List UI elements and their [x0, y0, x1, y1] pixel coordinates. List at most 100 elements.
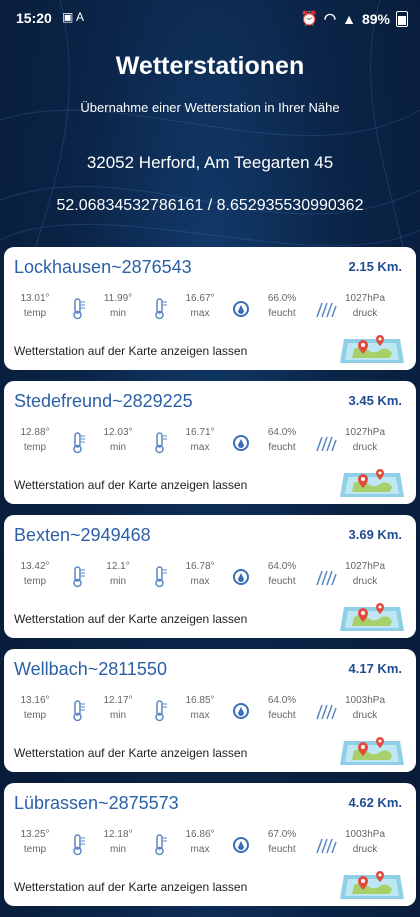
map-icon[interactable]: [338, 727, 406, 767]
station-metrics: 12.88° temp 12.03° min 16.71° max 64.0% feuc…: [12, 425, 412, 461]
temp-value: 12.88°: [20, 427, 50, 438]
humidity-value: 64.0%: [267, 695, 297, 706]
page-subtitle: Übernahme einer Wetterstation in Ihrer N…: [80, 100, 340, 115]
status-right: ⏰ ◠ ▲ 89%: [300, 10, 408, 27]
temp-value: 13.16°: [20, 695, 50, 706]
pressure-value: 1027hPa: [344, 293, 386, 304]
station-name[interactable]: Wellbach~2811550: [14, 659, 167, 679]
temp-value: 13.25°: [20, 829, 50, 840]
humidity-metric: 67.0% feucht: [259, 827, 305, 857]
max-label: max: [190, 710, 210, 721]
min-label: min: [109, 308, 127, 319]
station-name[interactable]: Lockhausen~2876543: [14, 257, 192, 277]
min-metric: 11.99° min: [95, 291, 141, 321]
station-card[interactable]: Lockhausen~2876543 2.15 Km. 13.01° temp 1…: [4, 247, 416, 370]
station-card[interactable]: Bexten~2949468 3.69 Km. 13.42° temp 12.1°…: [4, 515, 416, 638]
map-icon[interactable]: [338, 459, 406, 499]
min-metric: 12.03° min: [95, 425, 141, 455]
min-value: 12.1°: [106, 561, 130, 572]
map-icon[interactable]: [338, 325, 406, 365]
temp-label: temp: [23, 308, 47, 319]
station-distance: 4.62 Km.: [348, 795, 402, 810]
max-label: max: [190, 442, 210, 453]
gallery-icon: ▣: [62, 10, 74, 24]
thermometer-icon: [73, 432, 85, 454]
pressure-label: druck: [352, 576, 378, 587]
thermometer-min-icon: [155, 700, 167, 722]
wind-pressure-icon: [316, 570, 337, 586]
station-card[interactable]: Stedefreund~2829225 3.45 Km. 12.88° temp …: [4, 381, 416, 504]
map-icon[interactable]: [338, 593, 406, 633]
humidity-value: 64.0%: [267, 561, 297, 572]
station-distance: 3.69 Km.: [348, 527, 402, 542]
thermometer-icon: [73, 566, 85, 588]
temp-label: temp: [23, 576, 47, 587]
temp-metric: 13.01° temp: [12, 291, 58, 321]
map-icon[interactable]: [338, 861, 406, 901]
thermometer-min-icon: [155, 432, 167, 454]
station-metrics: 13.16° temp 12.17° min 16.85° max 64.0% feuc…: [12, 693, 412, 729]
wind-pressure-icon: [316, 838, 337, 854]
pressure-value: 1027hPa: [344, 561, 386, 572]
station-name[interactable]: Stedefreund~2829225: [14, 391, 193, 411]
humidity-label: feucht: [268, 442, 296, 453]
thermometer-icon: [73, 834, 85, 856]
station-metrics: 13.01° temp 11.99° min 16.67° max 66.0% feuc…: [12, 291, 412, 327]
show-on-map-link[interactable]: Wetterstation auf der Karte anzeigen las…: [14, 344, 248, 358]
station-card[interactable]: Lübrassen~2875573 4.62 Km. 13.25° temp 12…: [4, 783, 416, 906]
thermometer-icon: [73, 298, 85, 320]
temp-value: 13.01°: [20, 293, 50, 304]
page-title: Wetterstationen: [115, 52, 305, 80]
max-value: 16.78°: [185, 561, 215, 572]
humidity-gauge-icon: [233, 569, 249, 585]
min-metric: 12.1° min: [95, 559, 141, 589]
temp-metric: 13.25° temp: [12, 827, 58, 857]
station-name[interactable]: Lübrassen~2875573: [14, 793, 179, 813]
signal-icon: ▲: [342, 10, 356, 27]
humidity-value: 66.0%: [267, 293, 297, 304]
humidity-metric: 64.0% feucht: [259, 425, 305, 455]
temp-label: temp: [23, 442, 47, 453]
location-coordinates: 52.06834532786161 / 8.652935530990362: [56, 197, 364, 214]
max-metric: 16.67° max: [177, 291, 223, 321]
humidity-metric: 66.0% feucht: [259, 291, 305, 321]
humidity-label: feucht: [268, 576, 296, 587]
thermometer-icon: [73, 700, 85, 722]
max-metric: 16.78° max: [177, 559, 223, 589]
show-on-map-link[interactable]: Wetterstation auf der Karte anzeigen las…: [14, 612, 248, 626]
status-bar: 15:20 ▣ A ⏰ ◠ ▲ 89%: [0, 0, 420, 36]
station-card[interactable]: Wellbach~2811550 4.17 Km. 13.16° temp 12.…: [4, 649, 416, 772]
humidity-value: 67.0%: [267, 829, 297, 840]
station-distance: 2.15 Km.: [348, 259, 402, 274]
min-value: 12.17°: [103, 695, 133, 706]
station-metrics: 13.25° temp 12.18° min 16.86° max 67.0% feuc…: [12, 827, 412, 863]
show-on-map-link[interactable]: Wetterstation auf der Karte anzeigen las…: [14, 478, 248, 492]
min-label: min: [109, 442, 127, 453]
battery-percent: 89%: [361, 10, 390, 27]
max-metric: 16.71° max: [177, 425, 223, 455]
min-value: 12.18°: [103, 829, 133, 840]
wind-pressure-icon: [316, 704, 337, 720]
show-on-map-link[interactable]: Wetterstation auf der Karte anzeigen las…: [14, 880, 248, 894]
location-address: 32052 Herford, Am Teegarten 45: [86, 153, 334, 172]
station-list[interactable]: Lockhausen~2876543 2.15 Km. 13.01° temp 1…: [4, 247, 416, 917]
notification-icons: ▣ A: [62, 10, 84, 24]
show-on-map-link[interactable]: Wetterstation auf der Karte anzeigen las…: [14, 746, 248, 760]
pressure-metric: 1003hPa druck: [342, 693, 388, 723]
pressure-label: druck: [352, 308, 378, 319]
temp-label: temp: [23, 710, 47, 721]
max-value: 16.86°: [185, 829, 215, 840]
min-label: min: [109, 710, 127, 721]
thermometer-min-icon: [155, 834, 167, 856]
pressure-value: 1027hPa: [344, 427, 386, 438]
pressure-metric: 1027hPa druck: [342, 291, 388, 321]
max-value: 16.67°: [185, 293, 215, 304]
wind-pressure-icon: [316, 436, 337, 452]
max-value: 16.71°: [185, 427, 215, 438]
pressure-label: druck: [352, 442, 378, 453]
max-value: 16.85°: [185, 695, 215, 706]
pressure-metric: 1027hPa druck: [342, 425, 388, 455]
min-metric: 12.17° min: [95, 693, 141, 723]
station-name[interactable]: Bexten~2949468: [14, 525, 151, 545]
pressure-label: druck: [352, 710, 378, 721]
